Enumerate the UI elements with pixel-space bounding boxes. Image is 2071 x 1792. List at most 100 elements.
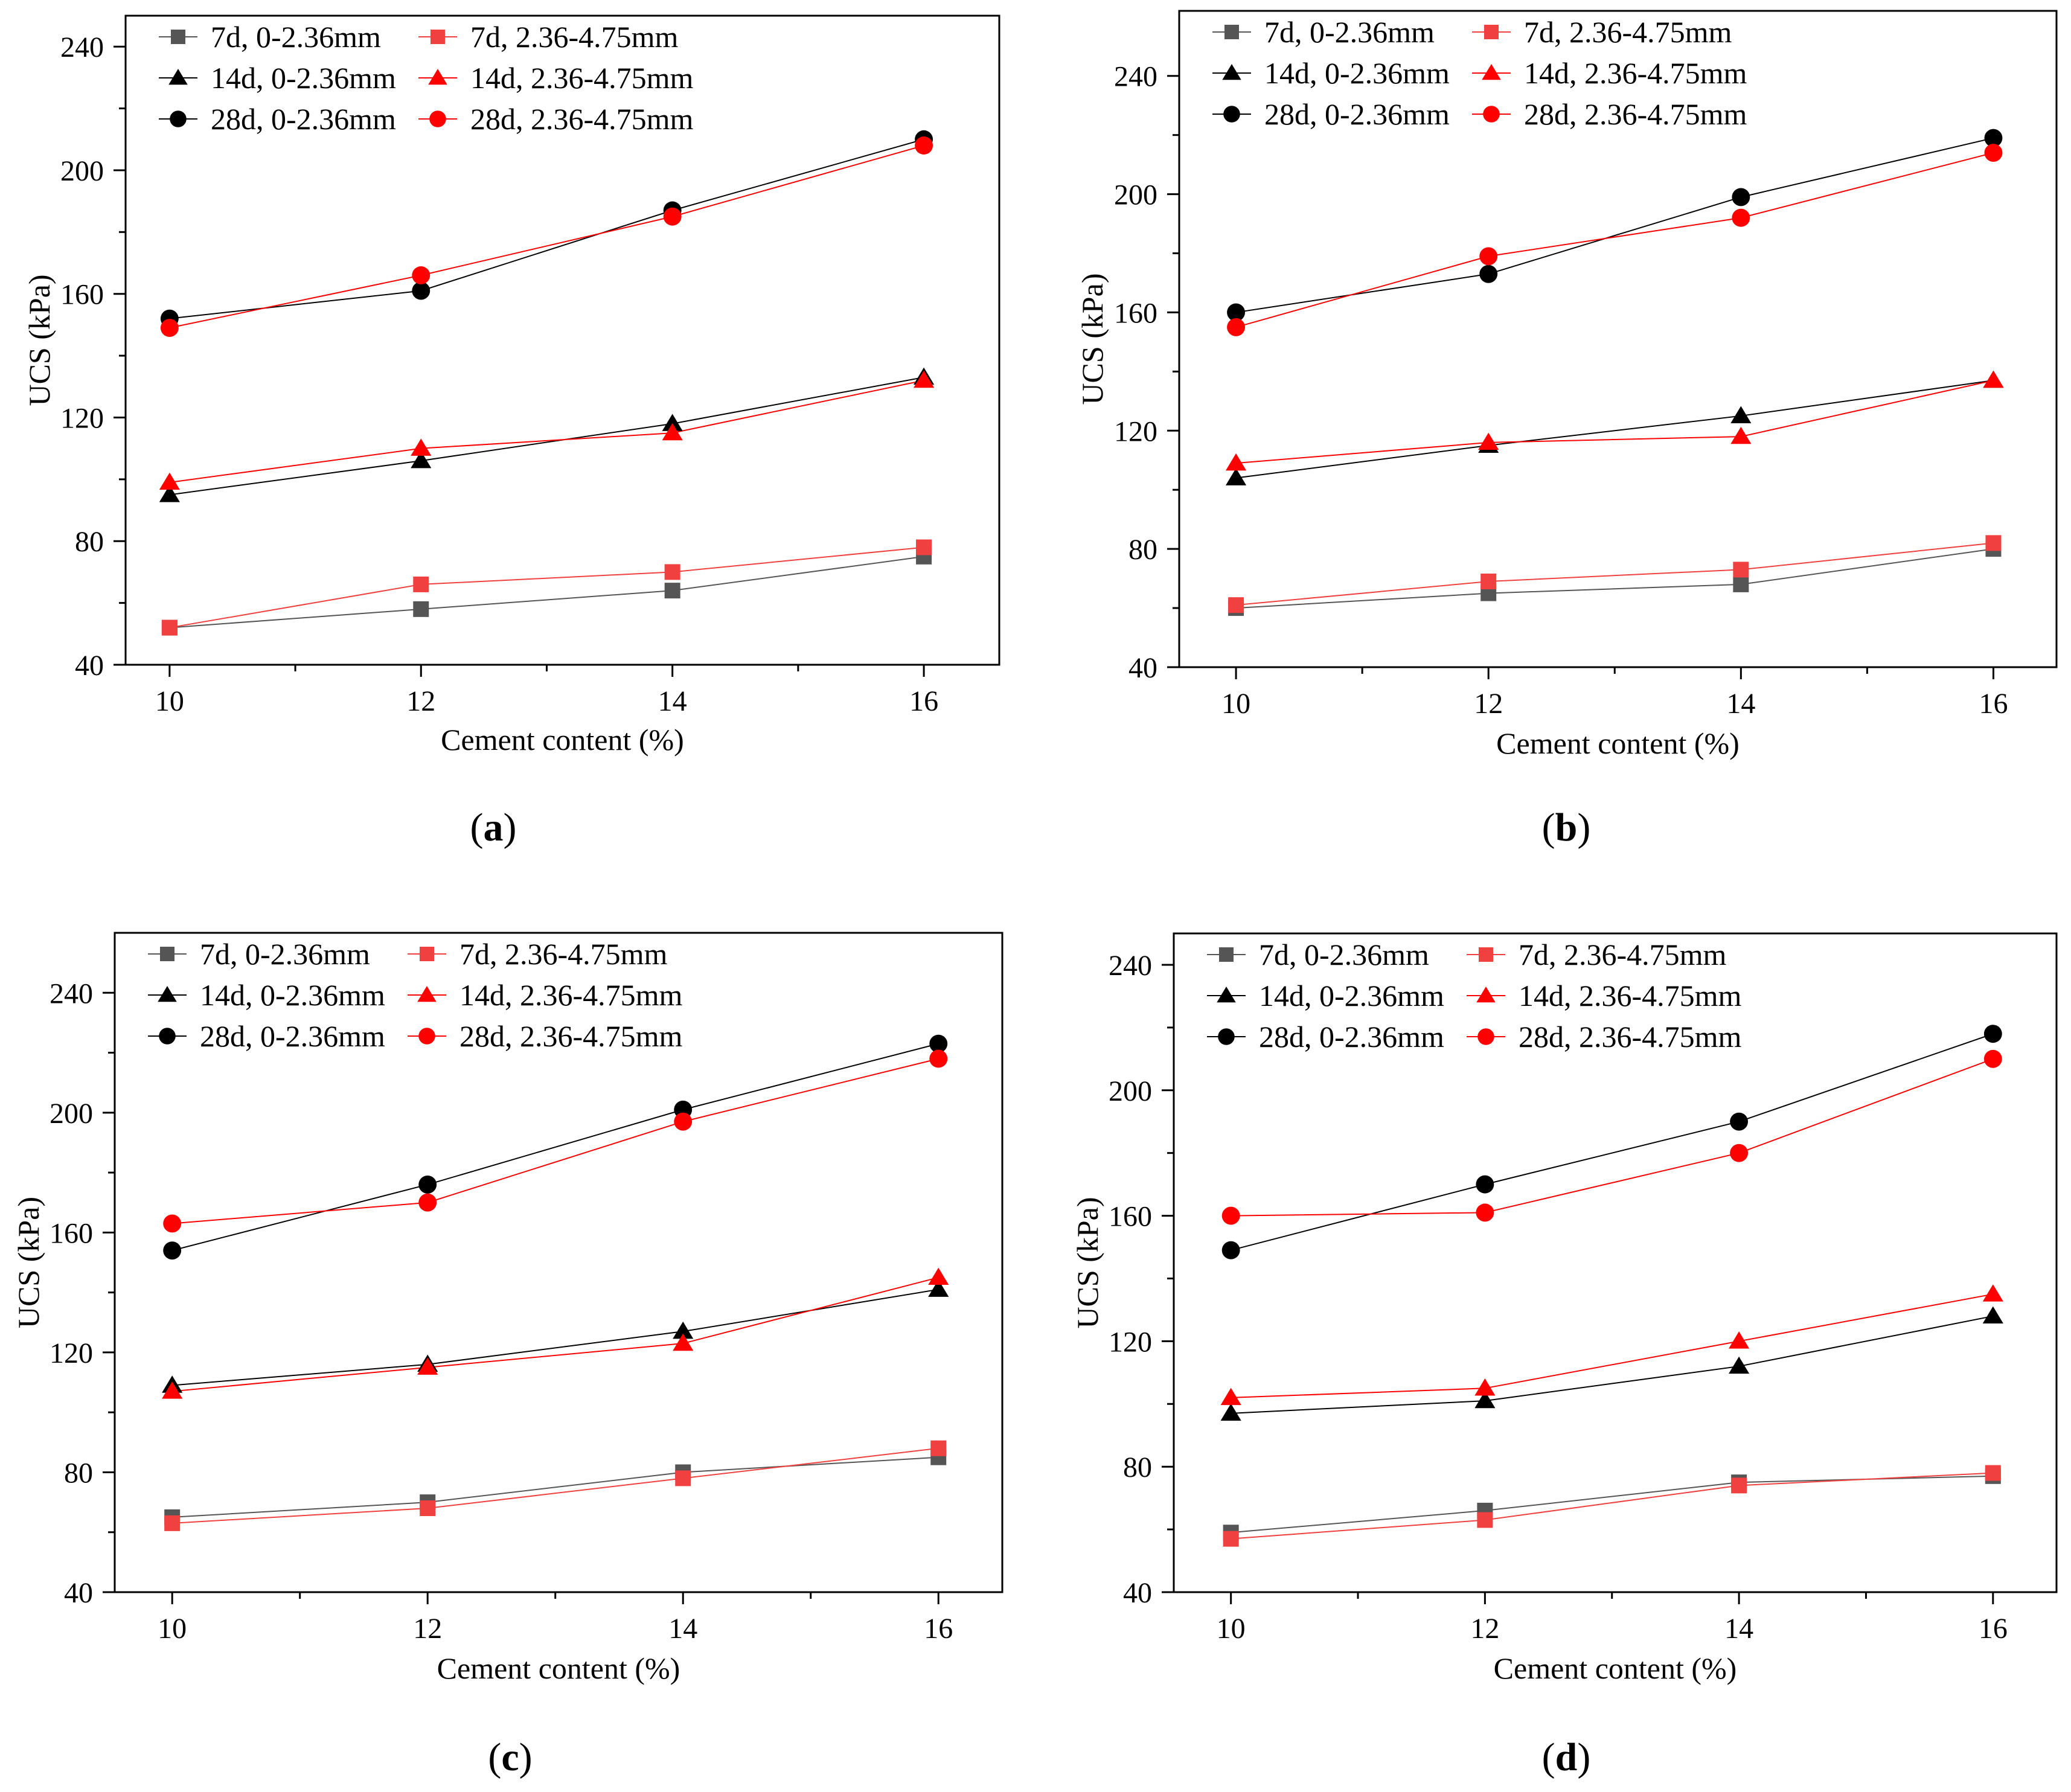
- data-point: [418, 1193, 437, 1212]
- data-point: [664, 583, 680, 599]
- data-point: [930, 1440, 947, 1456]
- data-point: [1731, 1477, 1747, 1494]
- y-tick-label: 240: [60, 31, 104, 63]
- y-tick-label: 200: [60, 155, 104, 187]
- data-point: [1479, 264, 1498, 283]
- legend-marker: [171, 30, 185, 44]
- legend-label: 28d, 2.36-4.75mm: [459, 1019, 683, 1053]
- data-point: [1226, 468, 1247, 485]
- x-tick-label: 12: [413, 1613, 442, 1645]
- legend-marker: [158, 986, 177, 1002]
- data-point: [1476, 1203, 1494, 1222]
- x-tick-label: 10: [155, 685, 184, 717]
- data-point: [1221, 1206, 1240, 1225]
- data-point: [1985, 1465, 2001, 1481]
- data-point: [1733, 562, 1749, 578]
- panel-label: (b): [1542, 805, 1591, 850]
- legend-entry: 14d, 2.36-4.75mm: [408, 978, 683, 1012]
- data-point: [928, 1279, 949, 1297]
- legend-label: 28d, 0-2.36mm: [200, 1019, 385, 1053]
- legend-marker: [420, 947, 434, 961]
- data-point: [1479, 247, 1498, 266]
- data-point: [675, 1470, 691, 1486]
- panel-label: (a): [470, 805, 517, 850]
- data-point: [412, 266, 431, 284]
- x-tick-label: 16: [1979, 688, 2008, 720]
- data-point: [1985, 535, 2002, 551]
- legend-entry: 7d, 0-2.36mm: [1207, 938, 1429, 971]
- data-point: [418, 1175, 437, 1194]
- y-axis-title: UCS (kPa): [22, 274, 56, 406]
- series-line: [169, 145, 924, 329]
- data-point: [1983, 1025, 2002, 1043]
- data-point: [673, 1321, 694, 1339]
- y-tick-label: 200: [1109, 1075, 1152, 1107]
- panel-c: 10 12 14 16 40 80 120 160 200 240 Cement content (…: [11, 932, 1003, 1779]
- data-point: [1733, 576, 1749, 592]
- x-tick-label: 12: [1474, 688, 1503, 720]
- data-point: [412, 281, 431, 300]
- series-line: [172, 1288, 939, 1386]
- data-point: [1228, 597, 1244, 613]
- legend-label: 7d, 2.36-4.75mm: [1519, 938, 1727, 971]
- data-point: [413, 576, 429, 592]
- y-tick-label: 120: [1109, 1326, 1152, 1358]
- data-point: [413, 601, 429, 617]
- data-point: [1227, 303, 1246, 322]
- legend-marker: [418, 1028, 435, 1045]
- data-point: [1982, 1306, 2003, 1324]
- legend-label: 7d, 0-2.36mm: [211, 20, 381, 54]
- data-point: [1730, 1112, 1749, 1131]
- y-tick-label: 240: [1109, 950, 1152, 982]
- data-point: [662, 423, 683, 441]
- data-point: [162, 1381, 183, 1399]
- x-tick-label: 10: [1221, 688, 1250, 720]
- legend-label: 14d, 0-2.36mm: [200, 978, 385, 1012]
- data-point: [1730, 1144, 1749, 1162]
- legend-label: 28d, 0-2.36mm: [1259, 1020, 1444, 1054]
- data-point: [928, 1267, 949, 1285]
- legend-marker: [160, 947, 174, 961]
- legend-marker: [1217, 987, 1236, 1003]
- legend-label: 14d, 2.36-4.75mm: [1519, 979, 1742, 1013]
- data-point: [929, 1049, 948, 1068]
- y-tick-label: 240: [50, 978, 93, 1010]
- data-point: [916, 539, 932, 555]
- panel-b: 10 12 14 16 40 80 120 160 200 240 Cement content (…: [1075, 10, 2058, 850]
- data-point: [914, 370, 935, 388]
- y-tick-label: 240: [1114, 61, 1157, 93]
- legend-marker: [429, 110, 446, 127]
- series-line: [172, 1276, 939, 1392]
- x-tick-label: 12: [1470, 1613, 1499, 1645]
- data-point: [1220, 1403, 1241, 1421]
- legend-marker: [1224, 25, 1239, 39]
- data-point: [1729, 1331, 1750, 1349]
- series-line: [1231, 1293, 1994, 1398]
- data-point: [164, 1515, 181, 1531]
- legend-label: 28d, 2.36-4.75mm: [470, 102, 694, 136]
- legend-marker: [1218, 1028, 1235, 1045]
- data-point: [1477, 1512, 1493, 1528]
- y-tick-label: 200: [50, 1098, 93, 1130]
- y-tick-label: 160: [60, 279, 104, 311]
- legend-marker: [1476, 987, 1496, 1003]
- legend-label: 14d, 0-2.36mm: [211, 61, 396, 95]
- y-tick-label: 40: [75, 650, 104, 682]
- legend-entry: 14d, 0-2.36mm: [148, 978, 385, 1012]
- legend-label: 7d, 0-2.36mm: [200, 937, 370, 971]
- legend-label: 14d, 2.36-4.75mm: [470, 61, 694, 95]
- y-tick-label: 80: [75, 526, 104, 558]
- panel-label: (d): [1542, 1735, 1591, 1779]
- data-point: [1730, 426, 1752, 444]
- data-point: [1474, 1390, 1496, 1409]
- legend-entry: 28d, 2.36-4.75mm: [1467, 1020, 1742, 1054]
- legend-label: 14d, 2.36-4.75mm: [459, 978, 683, 1012]
- legend-entry: 14d, 0-2.36mm: [1212, 56, 1450, 90]
- x-axis-title: Cement content (%): [1496, 726, 1740, 760]
- legend-entry: 14d, 0-2.36mm: [159, 61, 396, 95]
- series-line: [1235, 380, 1994, 479]
- legend-marker: [417, 986, 437, 1002]
- data-point: [163, 1241, 182, 1260]
- y-axis-title: UCS (kPa): [11, 1197, 45, 1328]
- data-point: [417, 1357, 438, 1375]
